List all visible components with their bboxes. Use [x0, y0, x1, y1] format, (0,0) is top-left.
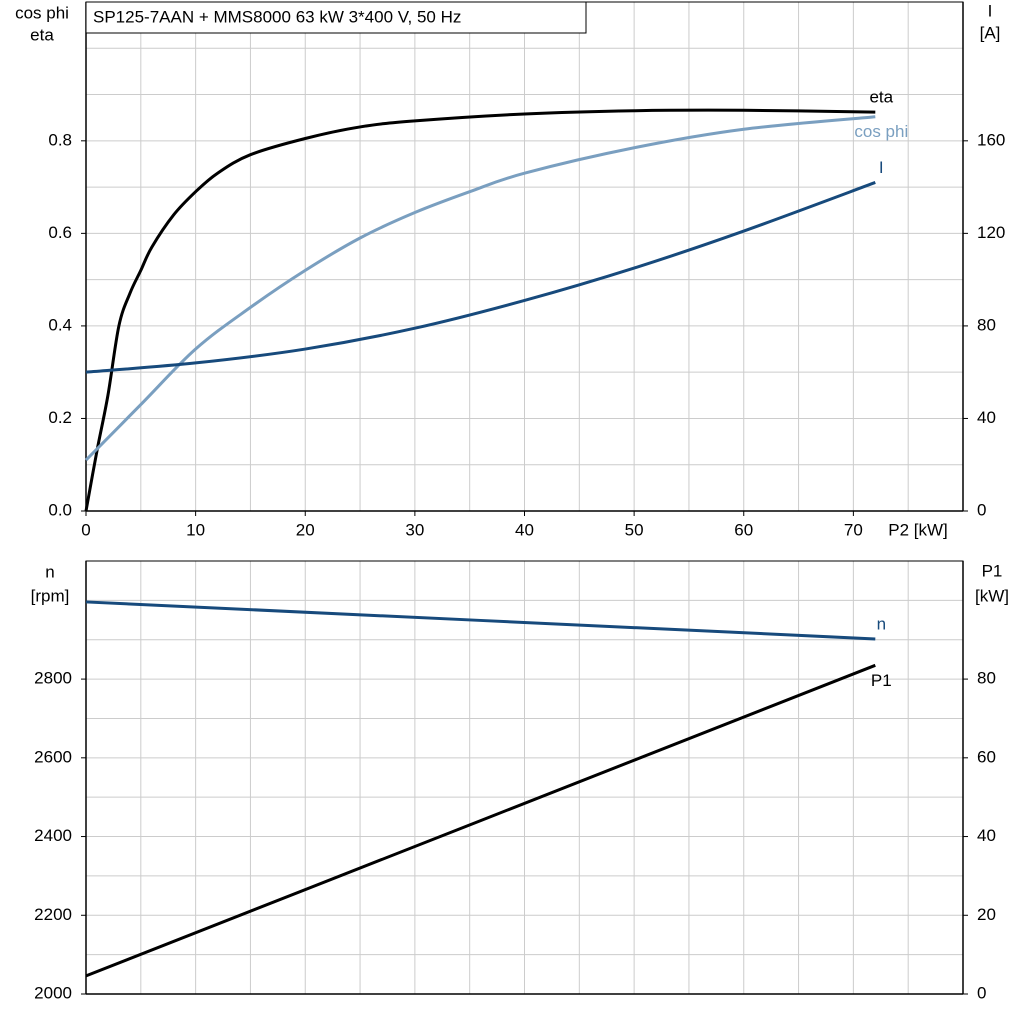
- series-line: [84, 115, 876, 462]
- y-axis-label: eta: [30, 25, 54, 44]
- chart-title: SP125-7AAN + MMS8000 63 kW 3*400 V, 50 H…: [93, 7, 461, 26]
- series-label: P1: [871, 671, 892, 690]
- y-tick-label: 0.6: [48, 223, 72, 242]
- y-axis-label: cos phi: [15, 3, 69, 22]
- y2-tick-label: 60: [977, 747, 996, 766]
- x-tick-label: 40: [515, 520, 534, 539]
- y2-tick-label: 40: [977, 408, 996, 427]
- x-axis-label: P2 [kW]: [888, 520, 948, 539]
- series-line: [84, 108, 876, 512]
- series-line: [85, 663, 876, 978]
- series-label: cos phi: [854, 122, 908, 141]
- y2-axis-label: [A]: [980, 23, 1001, 42]
- y-tick-label: 2400: [34, 826, 72, 845]
- x-tick-label: 20: [296, 520, 315, 539]
- y2-axis-label: [kW]: [975, 586, 1009, 605]
- y-tick-label: 0.0: [48, 500, 72, 519]
- y2-tick-label: 20: [977, 905, 996, 924]
- y-tick-label: 0.4: [48, 315, 72, 334]
- y-tick-label: 2800: [34, 669, 72, 688]
- series-label: I: [879, 158, 884, 177]
- y-axis-label: n: [45, 562, 54, 581]
- y-tick-label: 2000: [34, 983, 72, 1002]
- y2-axis-label: I: [988, 1, 993, 20]
- y2-tick-label: 80: [977, 315, 996, 334]
- y2-tick-label: 160: [977, 130, 1005, 149]
- y-tick-label: 2200: [34, 905, 72, 924]
- x-tick-label: 10: [186, 520, 205, 539]
- series-label: n: [877, 614, 886, 633]
- x-tick-label: 70: [844, 520, 863, 539]
- y-tick-label: 0.8: [48, 130, 72, 149]
- y-axis-label: [rpm]: [31, 586, 70, 605]
- y2-tick-label: 80: [977, 669, 996, 688]
- y-tick-label: 0.2: [48, 408, 72, 427]
- series-line: [85, 181, 876, 374]
- x-tick-label: 50: [625, 520, 644, 539]
- series-label: eta: [869, 88, 893, 107]
- y2-tick-label: 120: [977, 223, 1005, 242]
- y-tick-label: 2600: [34, 747, 72, 766]
- x-tick-label: 60: [734, 520, 753, 539]
- y2-axis-label: P1: [982, 561, 1003, 580]
- x-tick-label: 0: [81, 520, 90, 539]
- series-line: [85, 600, 876, 641]
- x-tick-label: 30: [405, 520, 424, 539]
- y2-tick-label: 40: [977, 826, 996, 845]
- y2-tick-label: 0: [977, 983, 986, 1002]
- y2-tick-label: 0: [977, 500, 986, 519]
- title-box: [85, 1, 587, 34]
